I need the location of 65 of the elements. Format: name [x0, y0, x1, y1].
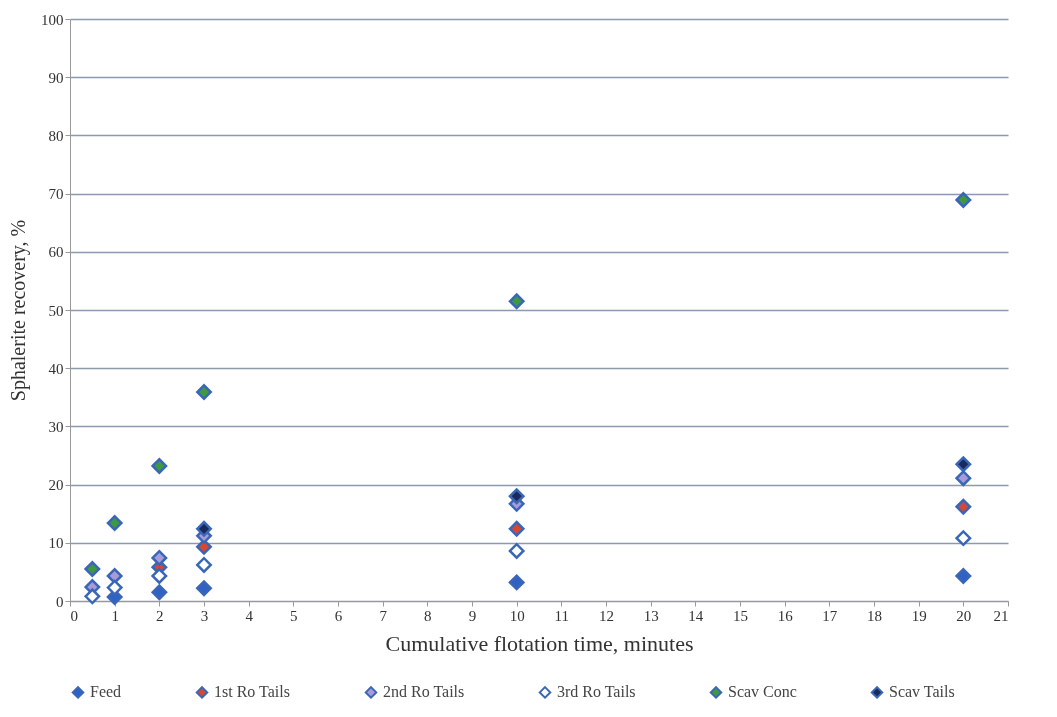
point	[508, 542, 525, 559]
x-tick-label: 1	[111, 607, 119, 624]
legend-label: 2nd Ro Tails	[383, 683, 465, 701]
point	[955, 568, 972, 584]
x-tick-label: 5	[290, 607, 298, 624]
x-tick-label: 19	[911, 607, 927, 624]
y-tick-label: 70	[48, 186, 64, 203]
x-tick-label: 7	[379, 607, 388, 624]
point	[955, 456, 972, 473]
point	[508, 520, 525, 537]
point	[106, 568, 123, 584]
point	[84, 561, 101, 577]
point	[196, 580, 212, 597]
x-tick-label: 21	[993, 607, 1009, 624]
x-tick-label: 20	[956, 607, 972, 624]
x-tick-label: 14	[688, 607, 704, 624]
y-tick-label: 90	[48, 69, 64, 86]
y-tick-label: 0	[56, 593, 64, 610]
x-tick-label: 12	[599, 607, 614, 624]
x-tick-label: 9	[468, 607, 477, 624]
point	[151, 568, 168, 584]
x-tick-label: 6	[334, 607, 343, 624]
point	[151, 549, 168, 566]
x-tick-label: 2	[156, 607, 164, 624]
point	[106, 515, 123, 531]
point	[955, 498, 972, 515]
x-tick-label: 13	[643, 607, 659, 624]
point	[151, 584, 168, 601]
y-tick-label: 30	[48, 418, 64, 435]
y-tick-label: 80	[48, 127, 64, 144]
legend-label: Scav Tails	[889, 683, 955, 701]
point	[955, 470, 972, 487]
point	[508, 488, 525, 505]
point	[196, 384, 212, 401]
y-tick-label: 50	[48, 302, 64, 319]
y-axis-title: Sphalerite recovery, %	[7, 219, 30, 402]
point	[106, 579, 123, 596]
x-tick-label: 3	[200, 607, 209, 624]
x-tick-label: 15	[733, 607, 748, 624]
point	[508, 574, 525, 591]
x-tick-label: 4	[245, 607, 254, 624]
legend-label: 3rd Ro Tails	[557, 683, 636, 701]
x-tick-label: 8	[424, 607, 432, 624]
x-tick-label: 16	[777, 607, 794, 624]
y-tick-label: 20	[48, 477, 64, 494]
legend-label: Scav Conc	[728, 683, 797, 701]
point	[151, 458, 168, 474]
y-tick-label: 60	[48, 244, 64, 261]
x-axis-title: Cumulative flotation time, minutes	[385, 630, 694, 656]
x-tick-label: 10	[509, 607, 525, 624]
point	[508, 293, 525, 310]
x-tick-label: 18	[867, 607, 882, 624]
legend-label: 1st Ro Tails	[214, 683, 290, 701]
legend-label: Feed	[90, 683, 122, 701]
x-tick-label: 0	[70, 607, 78, 624]
y-tick-label: 10	[48, 535, 64, 552]
x-tick-label: 11	[554, 607, 570, 624]
x-tick-label: 17	[822, 607, 838, 624]
y-tick-label: 40	[48, 360, 64, 377]
point	[196, 520, 212, 537]
point	[196, 556, 212, 573]
point	[955, 192, 972, 208]
point	[84, 588, 101, 605]
point	[955, 530, 972, 547]
y-tick-label: 100	[41, 11, 64, 28]
